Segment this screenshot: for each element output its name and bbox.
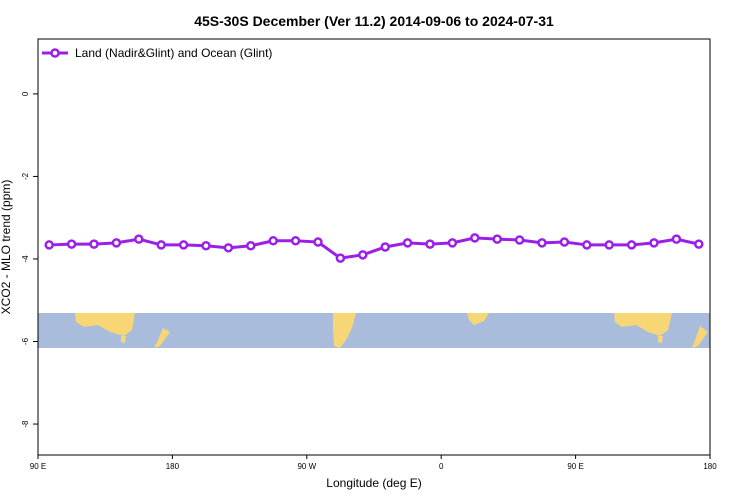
data-point <box>604 240 614 250</box>
chart-title: 45S-30S December (Ver 11.2) 2014-09-06 t… <box>194 13 554 29</box>
y-tick-label: -8 <box>21 420 30 428</box>
data-point <box>425 239 435 249</box>
legend-label: Land (Nadir&Glint) and Ocean (Glint) <box>75 46 272 60</box>
x-axis-label: Longitude (deg E) <box>326 476 421 490</box>
data-point <box>44 240 54 250</box>
data-point <box>559 237 570 247</box>
y-tick-label: -6 <box>21 337 30 345</box>
x-tick-label: 90 E <box>567 462 583 471</box>
data-point <box>268 236 278 246</box>
x-tick-label: 90 W <box>297 462 316 471</box>
data-point <box>649 238 659 248</box>
data-point <box>514 235 525 245</box>
data-point <box>156 240 166 250</box>
x-tick-label: 180 <box>166 462 180 471</box>
data-point <box>492 234 502 244</box>
x-tick-label: 0 <box>439 462 444 471</box>
data-point <box>335 253 346 263</box>
y-tick-label: -4 <box>21 255 30 263</box>
data-point <box>671 234 682 244</box>
data-point <box>380 242 390 252</box>
data-point <box>66 239 77 249</box>
data-point <box>626 240 637 250</box>
data-point <box>402 238 413 248</box>
y-tick-label: -2 <box>21 172 30 180</box>
data-point <box>111 238 122 248</box>
data-point <box>134 234 144 244</box>
y-axis-label: XCO2 - MLO trend (ppm) <box>0 180 13 315</box>
data-point <box>313 237 323 247</box>
x-tick-label: 180 <box>703 462 717 471</box>
plot-frame <box>37 38 711 456</box>
data-point <box>447 238 458 248</box>
x-tick-label: 90 E <box>30 462 46 471</box>
data-point <box>89 239 99 249</box>
data-point <box>358 250 368 260</box>
data-point <box>178 240 189 250</box>
data-point <box>470 233 480 243</box>
data-point <box>537 238 547 248</box>
data-point <box>582 240 592 250</box>
y-tick-label: 0 <box>21 91 30 96</box>
data-point <box>201 241 211 251</box>
map-strip <box>38 313 710 348</box>
data-point <box>290 236 301 246</box>
series-line <box>49 236 700 260</box>
legend-marker <box>50 48 60 58</box>
data-point <box>223 243 234 253</box>
data-point <box>694 239 704 249</box>
data-point <box>246 241 256 251</box>
